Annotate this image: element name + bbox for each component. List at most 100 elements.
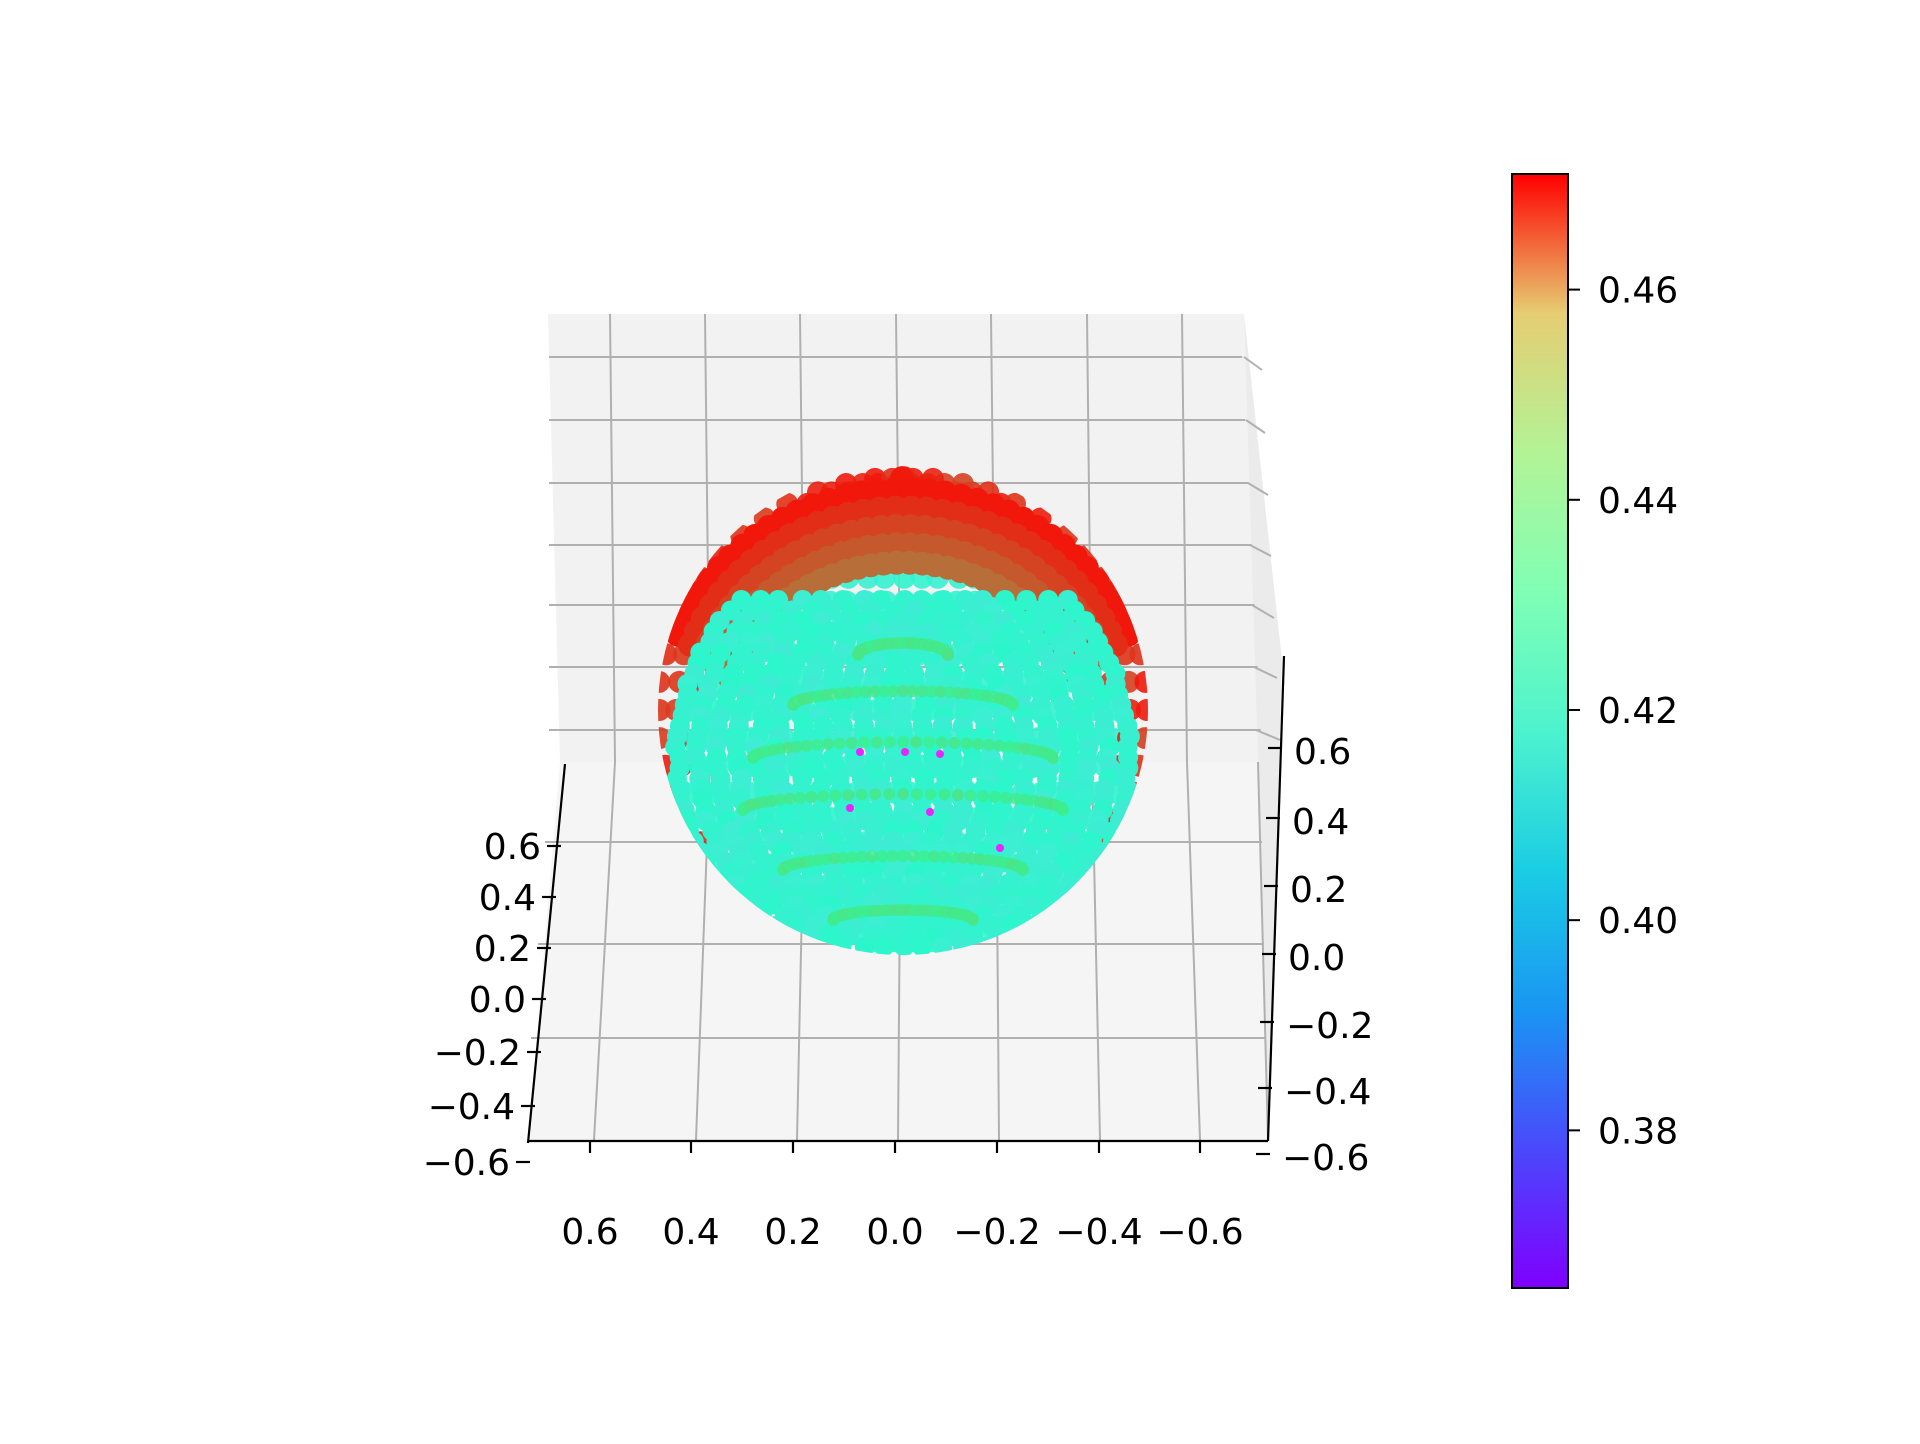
point bbox=[1003, 740, 1016, 753]
point bbox=[897, 736, 909, 748]
z-tick-label: −0.2 bbox=[434, 1033, 521, 1074]
point bbox=[822, 738, 834, 751]
point bbox=[917, 850, 930, 863]
axes: 0.6 0.4 0.2 0.0 −0.2 −0.4 −0.6 0.6 0.4 0.2 0.0 −0.2… bbox=[423, 655, 1373, 1253]
point bbox=[1134, 727, 1148, 750]
point bbox=[846, 851, 859, 864]
y-axis-line bbox=[1266, 655, 1286, 1142]
x-tick-label: 0.2 bbox=[764, 1212, 821, 1253]
point bbox=[957, 851, 969, 864]
point bbox=[658, 727, 671, 750]
point bbox=[934, 685, 947, 698]
colorbar-tick-label: 0.38 bbox=[1598, 1111, 1678, 1152]
colorbar-tick-label: 0.40 bbox=[1598, 901, 1678, 942]
point bbox=[1134, 670, 1148, 693]
point bbox=[850, 686, 863, 699]
point bbox=[910, 736, 923, 749]
point bbox=[1007, 699, 1019, 711]
point bbox=[856, 850, 868, 863]
point bbox=[882, 477, 907, 502]
point bbox=[936, 750, 944, 758]
y-tick-label: −0.6 bbox=[1282, 1138, 1369, 1179]
x-tick-label: 0.4 bbox=[662, 1212, 719, 1253]
grid-line bbox=[593, 761, 616, 1141]
grid-line bbox=[1251, 604, 1275, 619]
colorbar-tick-label: 0.44 bbox=[1598, 481, 1678, 522]
point bbox=[817, 790, 829, 803]
point bbox=[842, 789, 855, 801]
y-tick-label: 0.2 bbox=[1290, 870, 1347, 911]
point bbox=[876, 850, 889, 863]
point bbox=[833, 737, 846, 750]
point bbox=[829, 789, 842, 802]
point bbox=[960, 737, 973, 750]
point bbox=[887, 685, 900, 698]
point bbox=[993, 739, 1006, 752]
point bbox=[988, 790, 1001, 803]
point bbox=[897, 685, 909, 697]
point bbox=[901, 748, 909, 756]
z-tick-label: 0.0 bbox=[469, 980, 526, 1021]
point bbox=[925, 685, 938, 698]
point bbox=[1135, 699, 1148, 721]
point bbox=[858, 736, 871, 749]
point bbox=[865, 850, 878, 863]
colorbar-tick-label: 0.42 bbox=[1598, 691, 1678, 732]
point bbox=[964, 789, 977, 802]
point bbox=[948, 737, 961, 749]
grid-line bbox=[1181, 313, 1188, 763]
point bbox=[842, 686, 854, 699]
point bbox=[935, 736, 948, 749]
point bbox=[1017, 864, 1029, 876]
colorbar: 0.38 0.40 0.42 0.44 0.46 bbox=[1511, 173, 1678, 1289]
point bbox=[883, 736, 896, 749]
point bbox=[924, 788, 937, 801]
point bbox=[845, 737, 858, 749]
point bbox=[774, 793, 787, 806]
x-tick-label: 0.0 bbox=[866, 1212, 923, 1253]
point bbox=[1057, 804, 1069, 816]
grid-line bbox=[1186, 761, 1201, 1141]
grid-line bbox=[1243, 356, 1263, 371]
x-tick-label: −0.4 bbox=[1055, 1212, 1142, 1253]
point bbox=[916, 685, 929, 698]
y-tick-label: 0.0 bbox=[1288, 938, 1345, 979]
grid-line bbox=[1255, 729, 1281, 741]
point bbox=[782, 741, 795, 754]
point bbox=[911, 936, 932, 955]
point bbox=[871, 736, 883, 749]
point bbox=[869, 788, 882, 801]
point bbox=[783, 792, 796, 805]
scatter-points bbox=[658, 466, 1148, 955]
point bbox=[855, 788, 868, 801]
colorbar-tick-label: 0.46 bbox=[1598, 271, 1678, 312]
grid-line bbox=[1253, 666, 1278, 679]
colorbar-gradient bbox=[1511, 173, 1569, 1289]
point bbox=[972, 738, 984, 751]
point bbox=[1010, 792, 1023, 805]
point bbox=[928, 850, 941, 863]
point bbox=[794, 791, 807, 804]
point bbox=[983, 738, 995, 751]
point bbox=[800, 739, 813, 752]
x-tick-label: −0.2 bbox=[953, 1212, 1040, 1253]
point bbox=[846, 804, 854, 812]
y-tick-label: 0.4 bbox=[1292, 802, 1349, 843]
grid-line bbox=[1247, 482, 1269, 496]
point bbox=[883, 788, 896, 801]
point bbox=[873, 936, 894, 955]
z-tick-label: 0.4 bbox=[479, 878, 536, 919]
point bbox=[926, 808, 934, 816]
x-tick-label: 0.6 bbox=[561, 1212, 618, 1253]
point bbox=[658, 699, 671, 721]
point bbox=[790, 740, 803, 753]
point bbox=[977, 790, 989, 803]
point bbox=[943, 686, 956, 699]
point bbox=[894, 936, 915, 955]
point bbox=[859, 685, 872, 698]
point bbox=[837, 851, 849, 864]
point bbox=[1047, 752, 1059, 764]
x-tick-label: −0.6 bbox=[1156, 1212, 1243, 1253]
